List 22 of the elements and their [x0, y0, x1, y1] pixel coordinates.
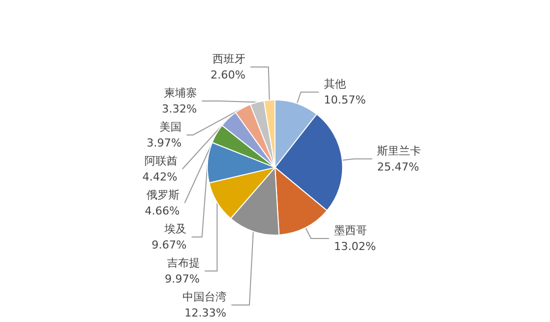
slice-label: 阿联酋: [144, 154, 178, 168]
slice-label: 美国: [160, 120, 182, 134]
data-label: 9.97%: [164, 272, 200, 286]
slice-label: 墨西哥: [334, 224, 367, 237]
slice-label: 西班牙: [212, 52, 246, 66]
slice-label: 斯里兰卡: [377, 144, 422, 158]
data-label: 13.02%: [334, 240, 376, 253]
data-label: 9.67%: [152, 238, 187, 252]
slice-label: 俄罗斯: [146, 188, 180, 202]
slice-label: 埃及: [164, 222, 187, 236]
data-label: 3.32%: [162, 102, 197, 116]
slice-label: 柬埔寨: [164, 86, 197, 100]
data-label: 10.57%: [324, 94, 366, 107]
data-label: 12.33%: [184, 306, 226, 320]
slice-label: 其他: [324, 78, 346, 91]
data-label: 4.42%: [142, 170, 178, 184]
data-label: 3.97%: [146, 136, 182, 150]
data-label: 25.47%: [377, 160, 420, 174]
slice-label: 中国台湾: [182, 290, 226, 304]
data-label: 4.66%: [144, 204, 180, 218]
data-label: 2.60%: [210, 68, 246, 82]
slice-label: 吉布提: [166, 256, 200, 270]
